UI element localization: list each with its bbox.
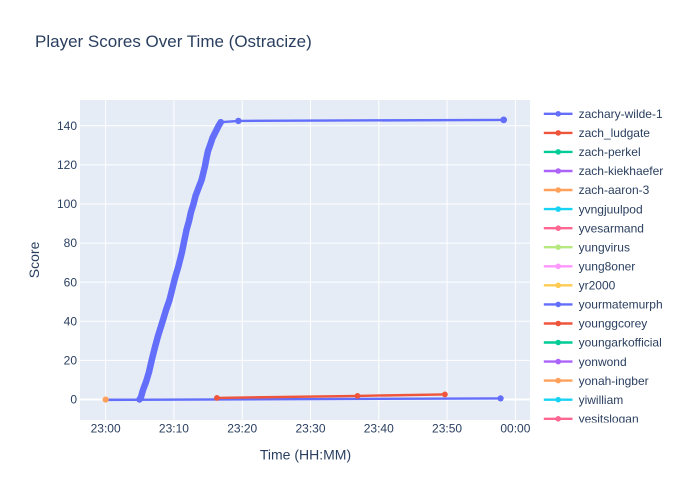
svg-text:120: 120: [57, 158, 77, 172]
svg-text:yourmatemurph: yourmatemurph: [579, 298, 663, 312]
svg-text:zach-perkel: zach-perkel: [579, 145, 641, 159]
svg-text:yungvirus: yungvirus: [579, 240, 630, 254]
svg-text:yonwond: yonwond: [579, 355, 627, 369]
svg-text:23:20: 23:20: [227, 422, 257, 436]
svg-text:youngarkofficial: youngarkofficial: [579, 336, 662, 350]
svg-text:yesitslogan: yesitslogan: [579, 412, 639, 426]
svg-text:40: 40: [64, 314, 78, 328]
svg-text:60: 60: [64, 275, 78, 289]
svg-text:Time (HH:MM): Time (HH:MM): [260, 446, 351, 462]
svg-text:yvngjuulpod: yvngjuulpod: [579, 202, 643, 216]
svg-text:yiwilliam: yiwilliam: [579, 393, 624, 407]
svg-text:zachary-wilde-1: zachary-wilde-1: [579, 107, 663, 121]
svg-text:23:30: 23:30: [295, 422, 325, 436]
svg-text:zach_ludgate: zach_ludgate: [579, 126, 651, 140]
svg-text:23:00: 23:00: [91, 422, 121, 436]
svg-text:140: 140: [57, 119, 77, 133]
svg-text:23:50: 23:50: [432, 422, 462, 436]
svg-text:20: 20: [64, 354, 78, 368]
svg-text:23:10: 23:10: [159, 422, 189, 436]
svg-text:yung8oner: yung8oner: [579, 260, 636, 274]
svg-text:100: 100: [57, 197, 77, 211]
svg-text:younggcorey: younggcorey: [579, 317, 648, 331]
svg-text:Score: Score: [26, 241, 42, 278]
svg-text:00:00: 00:00: [500, 422, 530, 436]
svg-text:23:40: 23:40: [364, 422, 394, 436]
svg-text:zach-kiekhaefer: zach-kiekhaefer: [579, 164, 664, 178]
svg-text:yonah-ingber: yonah-ingber: [579, 374, 649, 388]
svg-text:80: 80: [64, 236, 78, 250]
svg-text:0: 0: [70, 393, 77, 407]
svg-text:zach-aaron-3: zach-aaron-3: [579, 183, 650, 197]
svg-text:yvesarmand: yvesarmand: [579, 221, 644, 235]
svg-text:Player Scores Over Time (Ostra: Player Scores Over Time (Ostracize): [35, 32, 312, 51]
svg-text:yr2000: yr2000: [579, 279, 616, 293]
